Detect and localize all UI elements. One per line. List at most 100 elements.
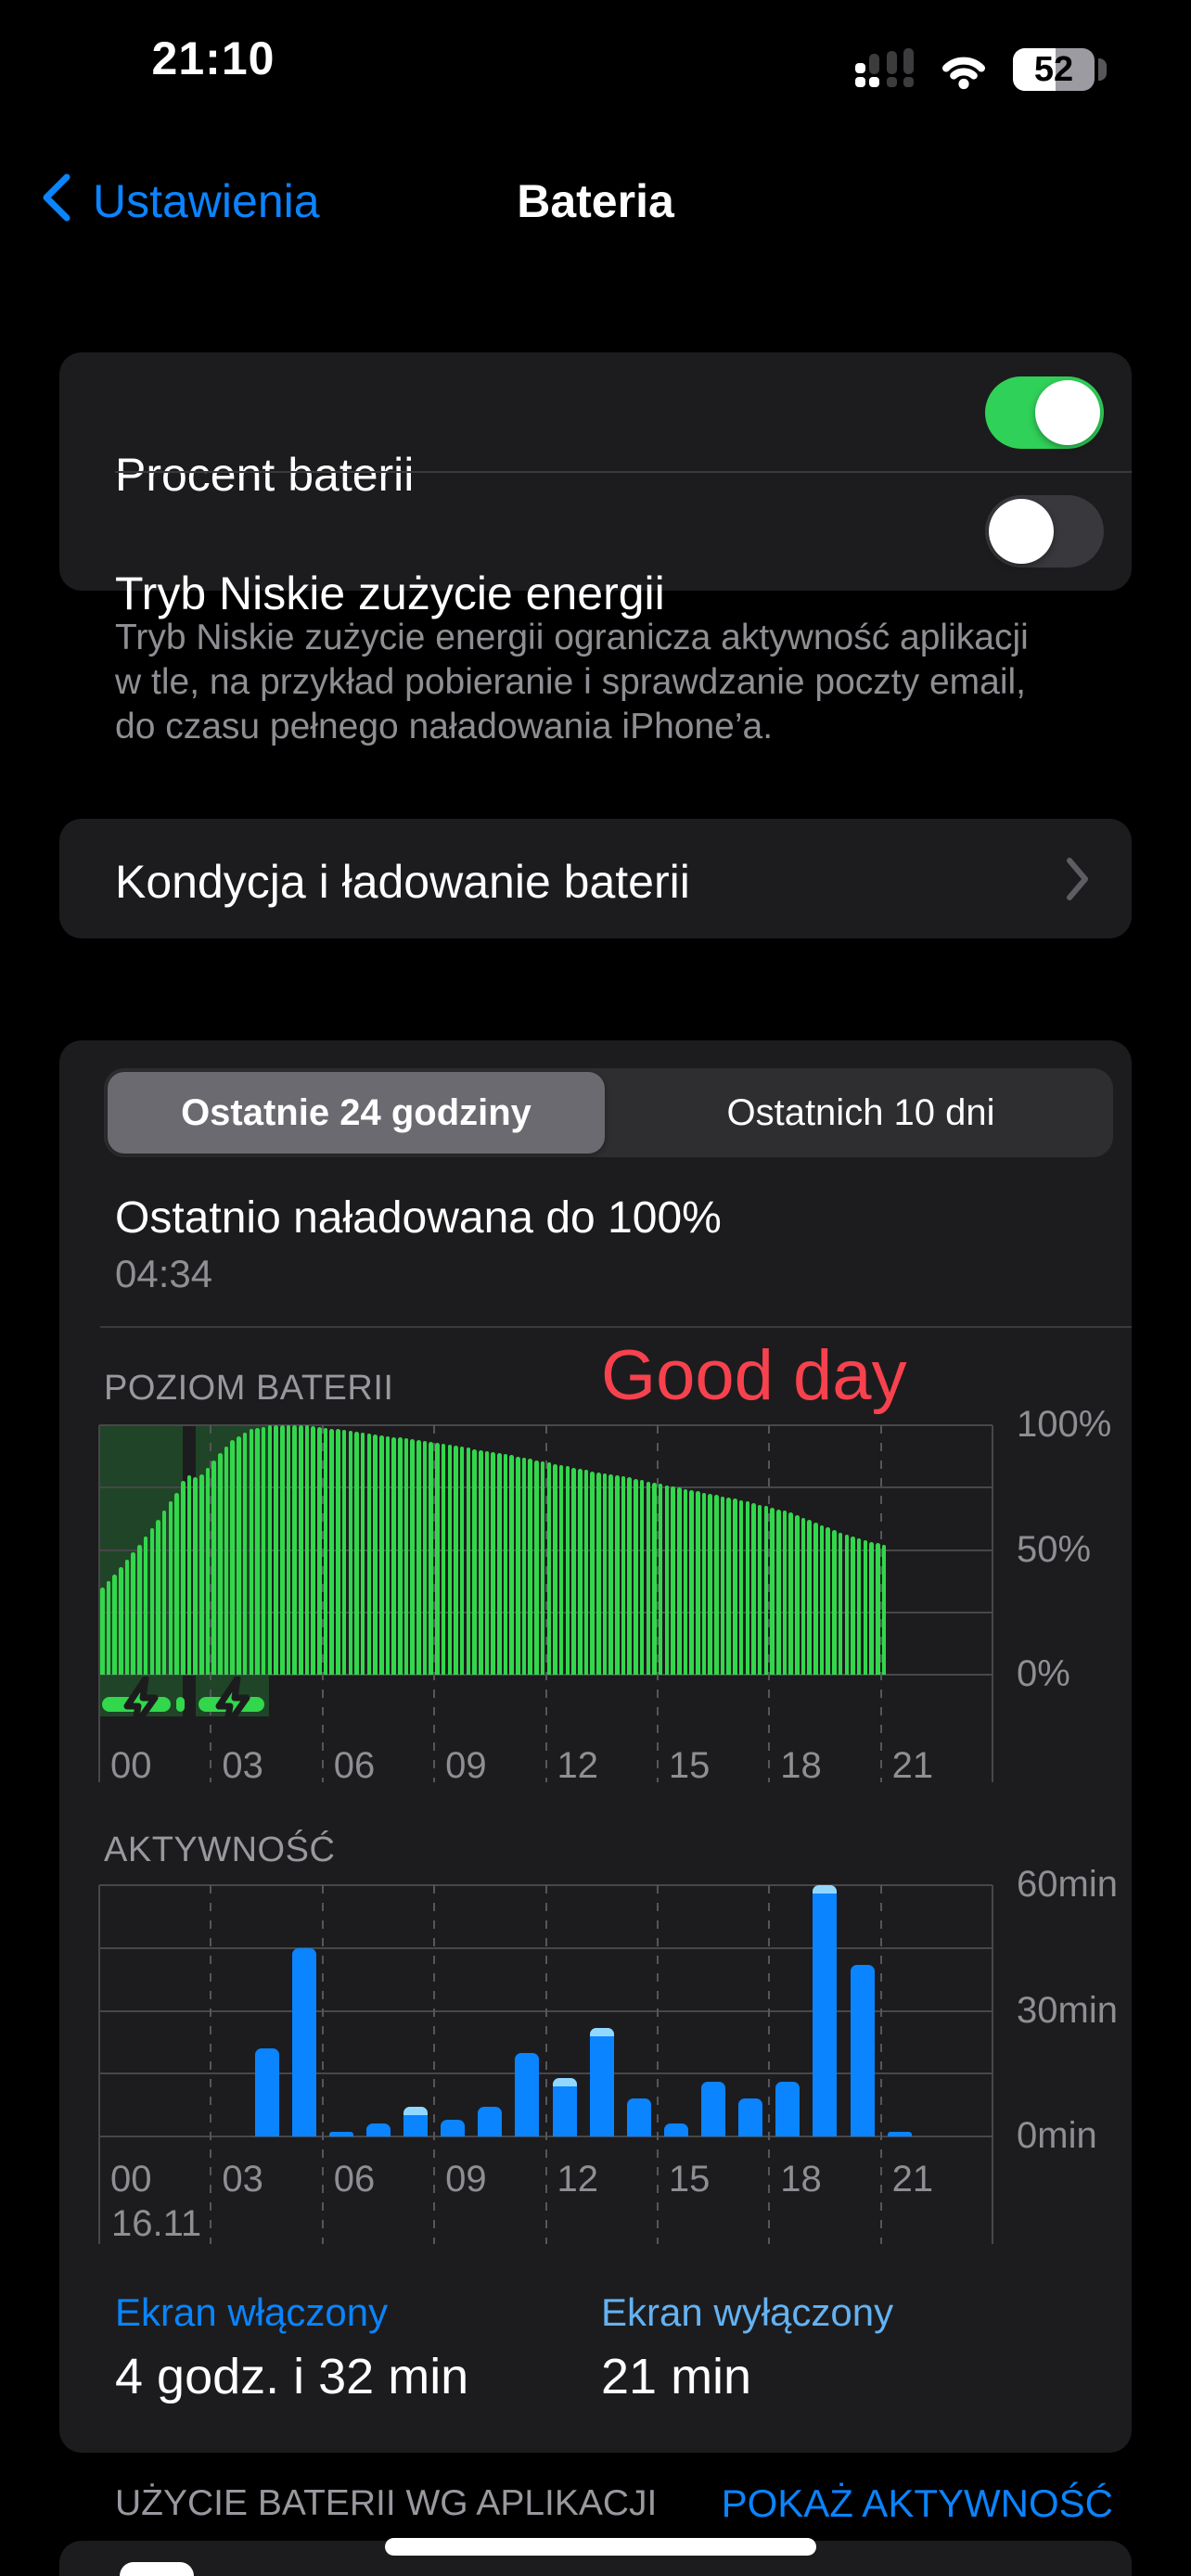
battery-bar — [571, 1467, 576, 1675]
battery-bar — [292, 1425, 297, 1675]
battery-bar — [676, 1487, 682, 1675]
battery-bar — [491, 1451, 495, 1675]
battery-bar — [106, 1580, 111, 1675]
battery-health-label: Kondycja i ładowanie baterii — [115, 856, 690, 908]
battery-bar — [708, 1493, 712, 1675]
row-divider — [115, 471, 1132, 473]
battery-bar — [596, 1472, 601, 1675]
battery-bar — [137, 1545, 142, 1675]
battery-icon-nub — [1098, 58, 1107, 81]
last-charged-title: Ostatnio naładowana do 100% — [115, 1193, 722, 1243]
battery-bar — [602, 1473, 608, 1675]
screen-on-label: Ekran włączony — [115, 2290, 389, 2334]
battery-bar — [161, 1511, 167, 1675]
battery-bar — [422, 1441, 428, 1675]
battery-bar — [733, 1498, 737, 1675]
battery-bar — [565, 1466, 570, 1675]
back-chevron-icon[interactable] — [39, 172, 74, 223]
battery-bar — [639, 1480, 645, 1675]
battery-bar — [534, 1460, 539, 1675]
tab-last-10-days[interactable]: Ostatnich 10 dni — [726, 1091, 995, 1133]
battery-bar — [410, 1439, 415, 1675]
activity-bar — [552, 2077, 577, 2136]
x-axis-label: 00 — [110, 2159, 152, 2200]
chart-frame-right — [992, 1885, 993, 2244]
screen-off-value: 21 min — [601, 2349, 752, 2404]
battery-bar — [782, 1511, 788, 1675]
y-axis-label: 100% — [1017, 1404, 1112, 1445]
battery-bar — [800, 1517, 806, 1675]
battery-usage-card — [59, 1040, 1132, 2453]
chart-frame-left — [98, 1425, 100, 1782]
low-power-toggle[interactable] — [985, 495, 1104, 567]
gridline-v-dashed — [768, 1885, 771, 2244]
home-indicator[interactable] — [385, 2538, 816, 2556]
battery-bar — [373, 1434, 378, 1675]
battery-health-row[interactable]: Kondycja i ładowanie baterii — [59, 819, 1132, 938]
tab-last-24h[interactable]: Ostatnie 24 godziny — [108, 1072, 605, 1154]
y-axis-label: 0min — [1017, 2115, 1097, 2156]
battery-bar — [696, 1491, 700, 1675]
charging-strip-dot — [176, 1697, 186, 1712]
battery-bar — [516, 1456, 520, 1675]
low-power-footnote: Tryb Niskie zużycie energii ogranicza ak… — [115, 618, 1029, 746]
battery-bar — [341, 1430, 347, 1675]
gridline-v-dashed — [768, 1425, 771, 1782]
battery-bar — [590, 1471, 595, 1675]
battery-percent-toggle[interactable] — [985, 376, 1104, 449]
battery-bar — [124, 1560, 130, 1675]
activity-bar-screen-off-cap — [552, 2077, 577, 2086]
activity-bar-screen-off-cap — [589, 2027, 614, 2036]
battery-bar — [131, 1552, 136, 1675]
chart-frame-right — [992, 1425, 993, 1782]
x-axis-label: 12 — [557, 2159, 599, 2200]
activity-bar — [775, 2082, 800, 2136]
chevron-right-icon — [1067, 858, 1088, 900]
battery-bar — [521, 1457, 527, 1675]
battery-bar — [186, 1475, 192, 1675]
gridline-v-dashed — [656, 1425, 659, 1782]
charging-bolt-icon — [215, 1677, 250, 1728]
battery-bar — [255, 1427, 260, 1675]
battery-bar — [503, 1454, 508, 1675]
activity-bar — [663, 2123, 688, 2136]
back-button[interactable]: Ustawienia — [93, 175, 320, 227]
battery-bar — [180, 1481, 186, 1675]
battery-bar — [509, 1455, 514, 1675]
battery-bar — [249, 1429, 254, 1675]
battery-bar — [646, 1481, 651, 1675]
battery-bar — [267, 1425, 273, 1675]
battery-bar — [795, 1514, 800, 1675]
battery-bar — [378, 1435, 384, 1675]
battery-bar — [174, 1492, 179, 1675]
activity-bar — [589, 2027, 614, 2136]
battery-bar — [819, 1524, 825, 1675]
activity-bar — [478, 2107, 503, 2136]
battery-bar — [788, 1512, 793, 1675]
battery-bar — [224, 1447, 229, 1675]
battery-bar — [366, 1433, 372, 1675]
battery-bar — [745, 1501, 750, 1675]
time-range-segmented-control: Ostatnie 24 godziny Ostatnich 10 dni — [104, 1068, 1113, 1157]
battery-bar — [528, 1459, 533, 1675]
battery-bar — [447, 1445, 453, 1675]
battery-bar — [317, 1426, 322, 1675]
section-divider — [100, 1326, 1132, 1328]
status-time: 21:10 — [151, 32, 275, 84]
battery-bar — [354, 1432, 359, 1675]
battery-bar — [875, 1543, 880, 1675]
battery-bar — [398, 1437, 403, 1675]
activity-bar — [365, 2123, 391, 2136]
battery-bar — [205, 1467, 211, 1675]
battery-bar — [615, 1475, 620, 1675]
x-axis-label: 06 — [333, 2159, 376, 2200]
show-activity-button[interactable]: POKAŻ AKTYWNOŚĆ — [721, 2481, 1113, 2525]
toggles-card: Procent baterii Tryb Niskie zużycie ener… — [59, 352, 1132, 619]
x-axis-label: 18 — [780, 1745, 822, 1786]
battery-bar — [838, 1532, 843, 1675]
x-axis-label: 06 — [333, 1745, 376, 1786]
battery-bar — [156, 1520, 160, 1675]
